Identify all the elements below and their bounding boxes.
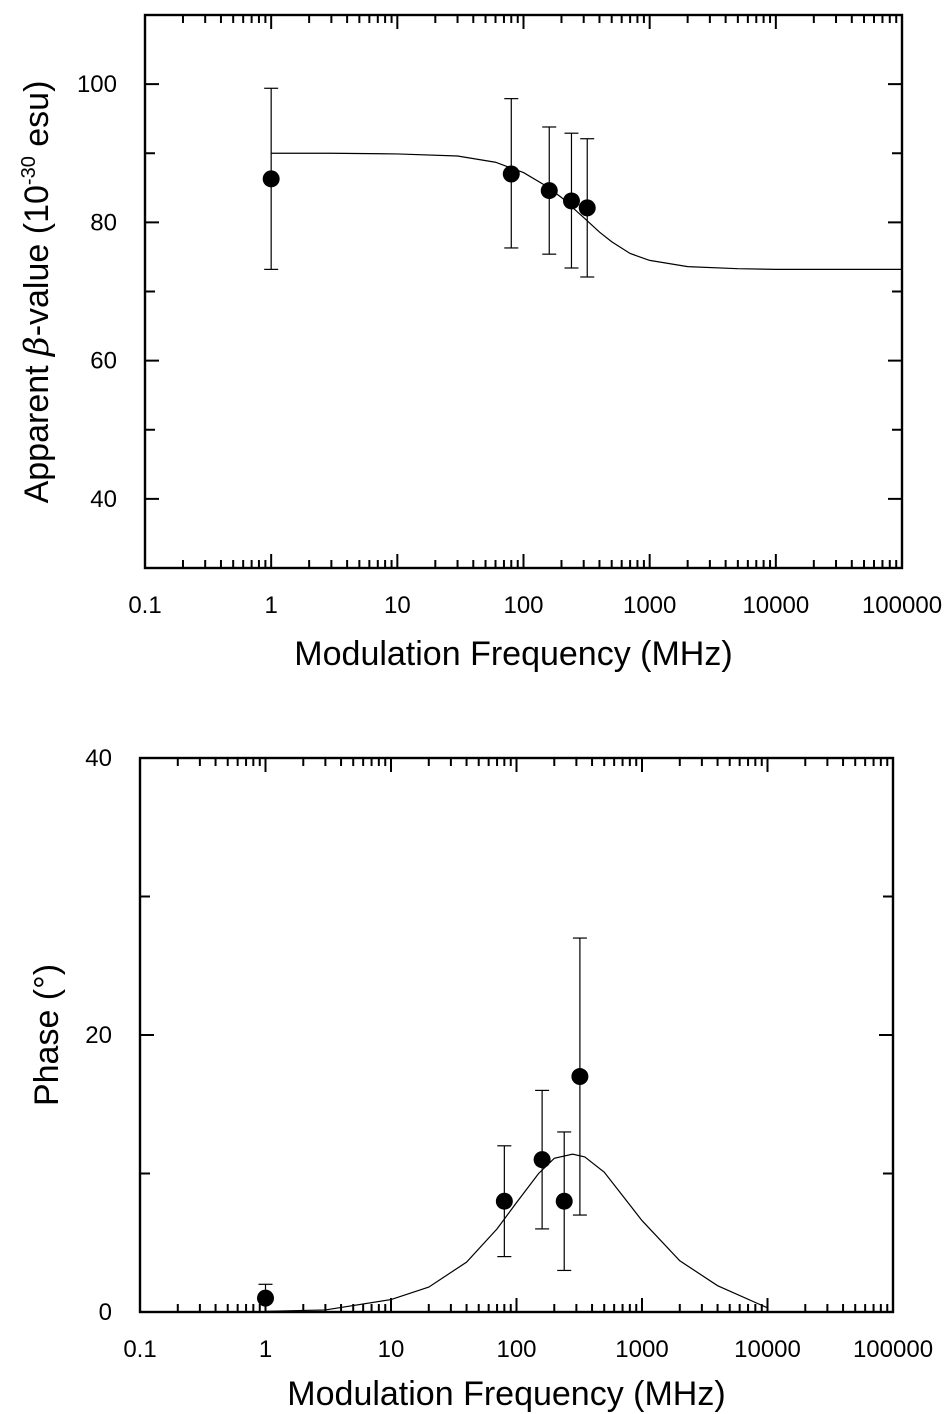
data-point bbox=[502, 165, 520, 183]
data-point bbox=[257, 1289, 274, 1307]
x-tick-label: 10 bbox=[384, 592, 411, 619]
y-axis-title-beta: β bbox=[17, 336, 57, 358]
y-axis-title: Phase (°) bbox=[28, 964, 66, 1106]
y-axis-title-exponent: -30 bbox=[18, 156, 40, 185]
data-point bbox=[571, 1068, 589, 1086]
x-tick-label: 1000 bbox=[615, 1336, 668, 1363]
data-point bbox=[540, 182, 558, 200]
x-axis-title: Modulation Frequency (MHz) bbox=[294, 635, 732, 673]
y-tick-label: 40 bbox=[90, 486, 117, 513]
fit-curve bbox=[271, 152, 902, 270]
x-tick-label: 10000 bbox=[734, 1336, 801, 1363]
beta-chart: 0.1 1 10 100 1000 10000 100000 40 60 80 100 Modulat… bbox=[17, 13, 942, 673]
y-tick-label: 20 bbox=[85, 1022, 112, 1049]
x-tick-label: 10000 bbox=[742, 592, 809, 619]
y-axis-title: Apparent β-value (10-30 esu) bbox=[17, 81, 57, 504]
y-tick-label: 0 bbox=[99, 1299, 112, 1326]
y-tick-label: 80 bbox=[90, 209, 117, 236]
y-tick-label: 100 bbox=[77, 71, 117, 98]
x-tick-label: 10 bbox=[378, 1336, 405, 1363]
data-point bbox=[533, 1151, 551, 1169]
plot-frame bbox=[143, 13, 904, 570]
phase-chart: 0.1 1 10 100 1000 10000 100000 0 20 40 Modulation … bbox=[28, 745, 933, 1413]
plot-frame bbox=[138, 756, 895, 1314]
x-tick-label: 100 bbox=[496, 1336, 536, 1363]
x-tick-label: 1 bbox=[264, 592, 277, 619]
data-point bbox=[578, 199, 596, 217]
x-tick-label: 100000 bbox=[853, 1336, 933, 1363]
x-tick-label: 1000 bbox=[623, 592, 676, 619]
data-point bbox=[562, 192, 580, 210]
data-point bbox=[262, 170, 280, 188]
data-point bbox=[555, 1192, 573, 1210]
x-tick-label: 1 bbox=[259, 1336, 272, 1363]
y-tick-label: 40 bbox=[85, 745, 112, 772]
data-point bbox=[495, 1192, 513, 1210]
x-tick-label: 0.1 bbox=[128, 592, 161, 619]
x-tick-label: 100000 bbox=[862, 592, 942, 619]
y-tick-label: 60 bbox=[90, 348, 117, 375]
y-axis-title-part: -value (10 bbox=[18, 185, 56, 336]
x-tick-label: 100 bbox=[503, 592, 543, 619]
x-axis-title: Modulation Frequency (MHz) bbox=[287, 1375, 725, 1413]
y-axis-title-part: esu) bbox=[18, 81, 56, 157]
y-axis-title-part: Apparent bbox=[18, 356, 56, 503]
fit-curve bbox=[265, 1153, 768, 1312]
x-tick-label: 0.1 bbox=[123, 1336, 156, 1363]
